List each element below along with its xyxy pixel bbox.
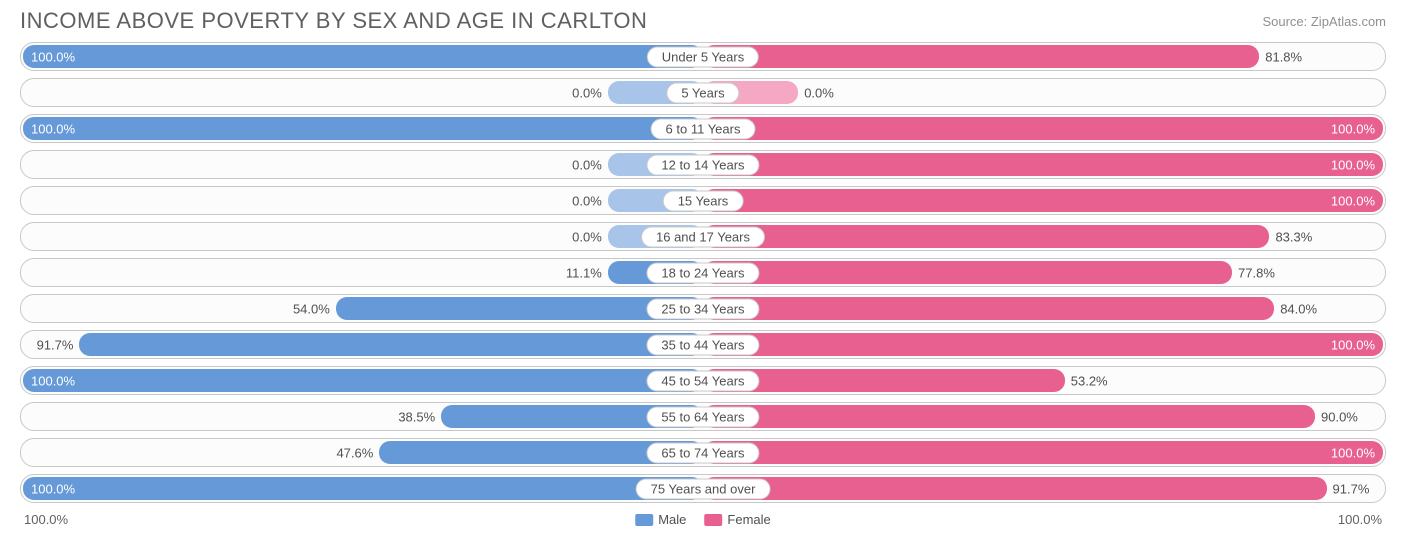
male-value-label: 0.0% [572, 193, 602, 208]
male-value-label: 100.0% [31, 49, 75, 64]
male-value-label: 91.7% [37, 337, 74, 352]
female-value-label: 53.2% [1071, 373, 1108, 388]
female-bar [703, 225, 1269, 248]
category-label: 35 to 44 Years [646, 334, 759, 355]
chart-row: 54.0% 84.0% 25 to 34 Years [20, 294, 1386, 323]
male-bar [23, 117, 703, 140]
legend: Male Female [635, 512, 771, 527]
category-label: 45 to 54 Years [646, 370, 759, 391]
chart-row: 100.0% 81.8% Under 5 Years [20, 42, 1386, 71]
legend-female: Female [704, 512, 770, 527]
female-value-label: 100.0% [1331, 193, 1375, 208]
female-bar [703, 333, 1383, 356]
female-bar [703, 45, 1259, 68]
female-bar [703, 297, 1274, 320]
male-value-label: 47.6% [336, 445, 373, 460]
female-bar [703, 477, 1327, 500]
male-value-label: 0.0% [572, 229, 602, 244]
chart-title: INCOME ABOVE POVERTY BY SEX AND AGE IN C… [20, 8, 647, 34]
legend-male-label: Male [658, 512, 686, 527]
male-swatch-icon [635, 514, 653, 526]
source-label: Source: ZipAtlas.com [1262, 14, 1386, 29]
axis-tick-left: 100.0% [24, 512, 68, 527]
chart-row: 100.0% 53.2% 45 to 54 Years [20, 366, 1386, 395]
male-value-label: 54.0% [293, 301, 330, 316]
male-value-label: 11.1% [566, 265, 602, 280]
chart-row: 38.5% 90.0% 55 to 64 Years [20, 402, 1386, 431]
chart-row: 47.6% 100.0% 65 to 74 Years [20, 438, 1386, 467]
male-bar [79, 333, 703, 356]
female-value-label: 83.3% [1275, 229, 1312, 244]
male-bar [23, 45, 703, 68]
male-bar [23, 477, 703, 500]
legend-male: Male [635, 512, 686, 527]
category-label: 65 to 74 Years [646, 442, 759, 463]
category-label: 75 Years and over [636, 478, 771, 499]
female-value-label: 91.7% [1333, 481, 1370, 496]
female-bar [703, 261, 1232, 284]
female-bar [703, 117, 1383, 140]
category-label: 25 to 34 Years [646, 298, 759, 319]
male-bar [23, 369, 703, 392]
category-label: Under 5 Years [647, 46, 759, 67]
female-value-label: 100.0% [1331, 337, 1375, 352]
female-bar [703, 153, 1383, 176]
female-bar [703, 189, 1383, 212]
male-value-label: 100.0% [31, 481, 75, 496]
category-label: 6 to 11 Years [651, 118, 756, 139]
female-bar [703, 441, 1383, 464]
female-value-label: 77.8% [1238, 265, 1275, 280]
x-axis: 100.0% Male Female 100.0% [20, 510, 1386, 534]
female-value-label: 100.0% [1331, 121, 1375, 136]
category-label: 5 Years [666, 82, 739, 103]
female-swatch-icon [704, 514, 722, 526]
category-label: 55 to 64 Years [646, 406, 759, 427]
female-value-label: 84.0% [1280, 301, 1317, 316]
female-value-label: 100.0% [1331, 157, 1375, 172]
chart-row: 0.0% 83.3% 16 and 17 Years [20, 222, 1386, 251]
category-label: 15 Years [663, 190, 744, 211]
chart-row: 100.0% 100.0% 6 to 11 Years [20, 114, 1386, 143]
chart-row: 0.0% 100.0% 12 to 14 Years [20, 150, 1386, 179]
chart-row: 11.1% 77.8% 18 to 24 Years [20, 258, 1386, 287]
category-label: 16 and 17 Years [641, 226, 765, 247]
male-value-label: 0.0% [572, 157, 602, 172]
female-value-label: 0.0% [804, 85, 834, 100]
female-value-label: 100.0% [1331, 445, 1375, 460]
female-value-label: 81.8% [1265, 49, 1302, 64]
female-bar [703, 405, 1315, 428]
chart-area: 100.0% 81.8% Under 5 Years 0.0% 0.0% 5 Years 1… [0, 38, 1406, 503]
male-value-label: 100.0% [31, 373, 75, 388]
legend-female-label: Female [727, 512, 770, 527]
female-value-label: 90.0% [1321, 409, 1358, 424]
chart-row: 100.0% 91.7% 75 Years and over [20, 474, 1386, 503]
male-value-label: 38.5% [398, 409, 435, 424]
chart-row: 91.7% 100.0% 35 to 44 Years [20, 330, 1386, 359]
male-value-label: 100.0% [31, 121, 75, 136]
male-value-label: 0.0% [572, 85, 602, 100]
category-label: 18 to 24 Years [646, 262, 759, 283]
chart-row: 0.0% 0.0% 5 Years [20, 78, 1386, 107]
axis-tick-right: 100.0% [1338, 512, 1382, 527]
category-label: 12 to 14 Years [646, 154, 759, 175]
chart-row: 0.0% 100.0% 15 Years [20, 186, 1386, 215]
